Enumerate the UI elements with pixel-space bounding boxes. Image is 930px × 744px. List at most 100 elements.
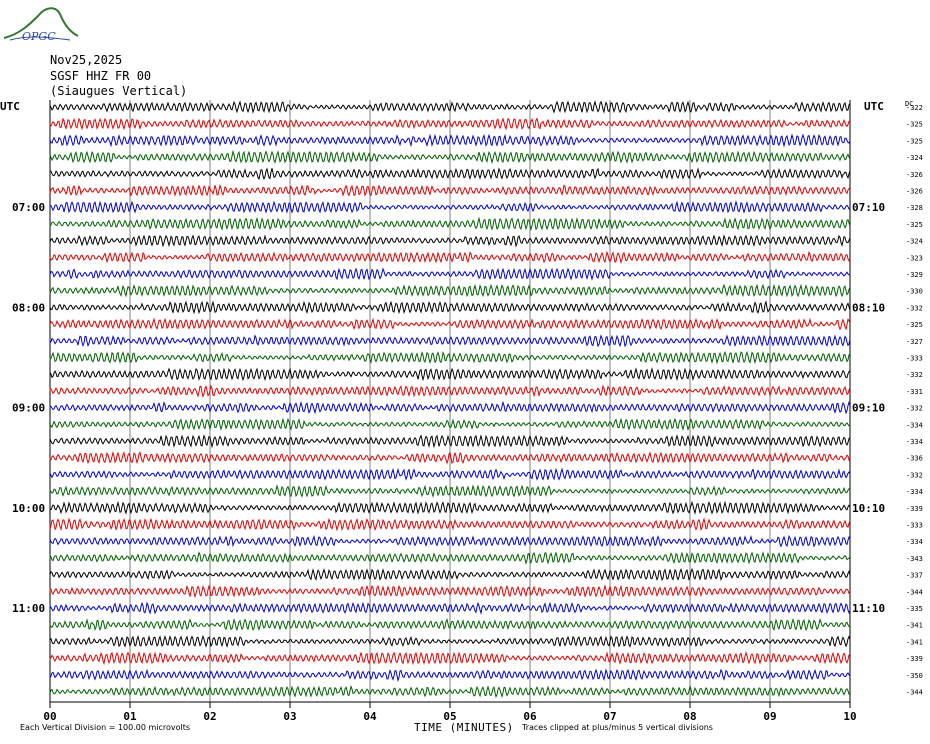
trace-line	[49, 434, 851, 449]
x-tick-label: 10	[843, 710, 856, 723]
dc-offset-label: -333	[906, 355, 923, 363]
dc-offset-label: -332	[906, 405, 923, 413]
x-tick-label: 07	[603, 710, 616, 723]
dc-offset-label: -322	[906, 104, 923, 112]
station-label: SGSF HHZ FR 00	[50, 69, 152, 83]
dc-offset-label: -329	[906, 271, 923, 279]
dc-offset-label: -324	[906, 238, 923, 246]
dc-offset-label: -350	[906, 672, 923, 680]
x-tick-label: 02	[203, 710, 216, 723]
date-label: Nov25,2025	[50, 53, 123, 67]
dc-offset-label: -326	[906, 188, 923, 196]
right-time-label: 11:10	[852, 602, 885, 615]
dc-offset-label: -325	[906, 221, 923, 229]
trace-line	[49, 149, 851, 165]
dc-offset-label: -335	[906, 605, 923, 613]
right-utc-label: UTC	[864, 100, 884, 113]
x-tick-label: 06	[523, 710, 537, 723]
x-tick-label: 05	[443, 710, 456, 723]
logo-text: OPGC	[22, 30, 56, 43]
logo-swoosh	[3, 7, 79, 39]
label-group: 00 01 02 03 04 05 06 07 08 09 10 -322 -325 -325 -324 -3…	[0, 100, 923, 723]
dc-offset-label: -343	[906, 555, 923, 563]
trace-line	[49, 650, 851, 666]
trace-line	[49, 584, 851, 599]
dc-offset-label: -325	[906, 137, 923, 145]
dc-offset-label: -332	[906, 304, 923, 312]
trace-line	[49, 500, 851, 515]
x-tick-label: 08	[683, 710, 696, 723]
right-time-label: 08:10	[852, 301, 885, 314]
trace-line	[49, 467, 851, 481]
left-time-label: 10:00	[12, 502, 45, 515]
trace-line	[49, 551, 851, 565]
x-tick-label: 09	[763, 710, 776, 723]
dc-offset-label: -336	[906, 455, 923, 463]
x-tick-label: 01	[123, 710, 137, 723]
trace-line	[49, 183, 851, 197]
trace-line	[49, 617, 851, 632]
trace-line	[49, 384, 851, 398]
dc-offset-label: -324	[906, 154, 923, 162]
trace-line	[49, 450, 851, 465]
dc-offset-label: -325	[906, 121, 923, 129]
dc-offset-label: -339	[906, 655, 923, 663]
x-tick-label: 03	[283, 710, 296, 723]
dc-offset-label: -333	[906, 522, 923, 530]
trace-line	[49, 534, 851, 548]
trace-line	[49, 283, 851, 298]
trace-line	[49, 300, 851, 315]
trace-line	[49, 684, 851, 699]
right-time-label: 10:10	[852, 502, 885, 515]
trace-line	[49, 133, 851, 148]
opgc-logo: OPGC	[3, 7, 79, 43]
x-axis-title: TIME (MINUTES)	[414, 721, 514, 734]
dc-offset-label: -323	[906, 254, 923, 262]
footer-clip-note: Traces clipped at plus/minus 5 vertical …	[522, 723, 713, 732]
dc-offset-label: -334	[906, 421, 923, 429]
trace-line	[49, 117, 851, 131]
left-time-label: 07:00	[12, 201, 45, 214]
dc-offset-label: -344	[906, 588, 923, 596]
trace-line	[49, 400, 851, 415]
dc-offset-label: -326	[906, 171, 923, 179]
trace-line	[49, 567, 851, 582]
trace-line	[49, 250, 851, 265]
trace-line	[49, 517, 851, 532]
dc-offset-label: -339	[906, 505, 923, 513]
trace-line	[49, 200, 851, 214]
left-time-label: 08:00	[12, 301, 45, 314]
dc-header-label: DC	[905, 100, 913, 108]
left-utc-label: UTC	[0, 100, 20, 113]
trace-line	[49, 216, 851, 231]
x-tick-label: 00	[43, 710, 56, 723]
dc-offset-label: -325	[906, 321, 923, 329]
trace-line	[49, 634, 851, 649]
trace-line	[49, 234, 851, 248]
grid-lines	[49, 100, 851, 702]
x-tick-label: 04	[363, 710, 377, 723]
dc-offset-label: -328	[906, 204, 923, 212]
trace-line	[49, 317, 851, 331]
trace-line	[49, 350, 851, 365]
dc-offset-label: -334	[906, 538, 923, 546]
dc-offset-label: -344	[906, 689, 923, 697]
trace-line	[49, 167, 851, 181]
trace-line	[49, 601, 851, 615]
dc-offset-label: -341	[906, 638, 923, 646]
dc-offset-label: -332	[906, 371, 923, 379]
left-time-label: 09:00	[12, 402, 45, 415]
dc-offset-label: -334	[906, 488, 923, 496]
axes-group	[49, 701, 851, 708]
trace-line	[49, 334, 851, 348]
trace-line	[49, 367, 851, 382]
right-time-label: 09:10	[852, 402, 885, 415]
dc-offset-label: -337	[906, 572, 923, 580]
trace-line	[49, 484, 851, 498]
footer-scale-note: Each Vertical Division = 100.00 microvol…	[20, 723, 191, 732]
dc-offset-label: -341	[906, 622, 923, 630]
trace-group	[49, 100, 851, 699]
trace-line	[49, 668, 851, 683]
trace-line	[49, 417, 851, 432]
